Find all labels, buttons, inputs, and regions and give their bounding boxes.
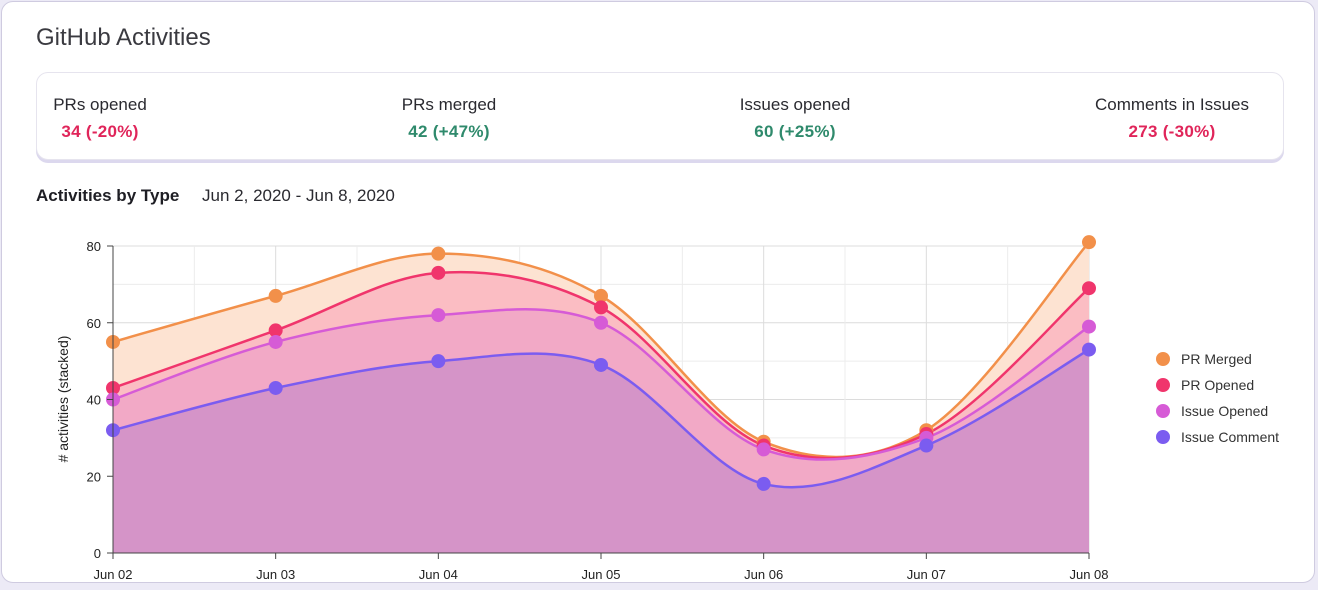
stat-issues-opened: Issues opened 60 (+25%) xyxy=(717,95,873,142)
legend-marker xyxy=(1156,404,1170,418)
stat-prs-opened: PRs opened 34 (-20%) xyxy=(37,95,163,142)
point-pr-opened xyxy=(431,265,446,280)
point-pr-merged xyxy=(268,288,283,303)
point-pr-opened xyxy=(594,300,608,315)
stat-value: 42 (+47%) xyxy=(408,122,490,141)
x-tick-label: Jun 07 xyxy=(907,567,946,582)
y-tick-label: 0 xyxy=(94,546,101,561)
point-issue-comment xyxy=(268,380,283,395)
point-pr-merged xyxy=(594,288,608,303)
stat-prs-merged: PRs merged 42 (+47%) xyxy=(379,95,519,142)
x-tick-label: Jun 08 xyxy=(1069,567,1108,582)
legend-label: PR Opened xyxy=(1181,377,1254,393)
legend-marker xyxy=(1156,430,1170,444)
stat-label: Issues opened xyxy=(739,95,851,114)
x-tick-label: Jun 05 xyxy=(581,567,620,582)
y-tick-label: 20 xyxy=(87,469,101,484)
x-tick-label: Jun 06 xyxy=(744,567,783,582)
y-axis-label: # activities (stacked) xyxy=(55,336,71,463)
legend-marker xyxy=(1156,378,1170,392)
stats-panel: PRs opened 34 (-20%) PRs merged 42 (+47%… xyxy=(36,72,1284,160)
legend-label: Issue Opened xyxy=(1181,403,1268,419)
point-pr-opened xyxy=(268,323,283,338)
area-issue-comment xyxy=(113,349,1089,553)
x-tick-label: Jun 04 xyxy=(419,567,458,582)
x-tick-label: Jun 02 xyxy=(93,567,132,582)
legend-label: Issue Comment xyxy=(1181,429,1279,445)
stat-value: 273 (-30%) xyxy=(1128,122,1216,141)
point-pr-merged xyxy=(1082,235,1096,250)
stat-value: 60 (+25%) xyxy=(754,122,836,141)
stat-comments-in-issues: Comments in Issues 273 (-30%) xyxy=(1077,95,1267,142)
point-issue-opened xyxy=(1082,319,1096,334)
stat-label: Comments in Issues xyxy=(1095,95,1249,114)
point-issue-opened xyxy=(594,315,608,330)
y-tick-label: 60 xyxy=(87,316,101,331)
point-issue-comment xyxy=(431,354,446,369)
legend-marker xyxy=(1156,352,1170,366)
point-issue-opened xyxy=(431,308,446,323)
y-tick-label: 80 xyxy=(87,239,101,254)
stat-label: PRs opened xyxy=(53,95,147,114)
point-pr-opened xyxy=(1082,281,1096,296)
point-issue-opened xyxy=(268,334,283,349)
point-issue-comment xyxy=(919,438,934,453)
stat-value: 34 (-20%) xyxy=(61,122,139,141)
x-tick-label: Jun 03 xyxy=(256,567,295,582)
point-issue-comment xyxy=(1082,342,1096,357)
date-range: Jun 2, 2020 - Jun 8, 2020 xyxy=(202,186,395,205)
legend-label: PR Merged xyxy=(1181,351,1252,367)
card-title: GitHub Activities xyxy=(36,24,211,51)
chart-header: Activities by Type Jun 2, 2020 - Jun 8, … xyxy=(36,186,395,206)
point-pr-merged xyxy=(431,246,446,261)
point-issue-comment xyxy=(756,476,771,491)
stat-label: PRs merged xyxy=(401,95,497,114)
y-tick-label: 40 xyxy=(87,393,101,408)
point-issue-opened xyxy=(756,442,771,457)
chart-heading: Activities by Type xyxy=(36,186,180,205)
point-issue-comment xyxy=(594,357,608,372)
